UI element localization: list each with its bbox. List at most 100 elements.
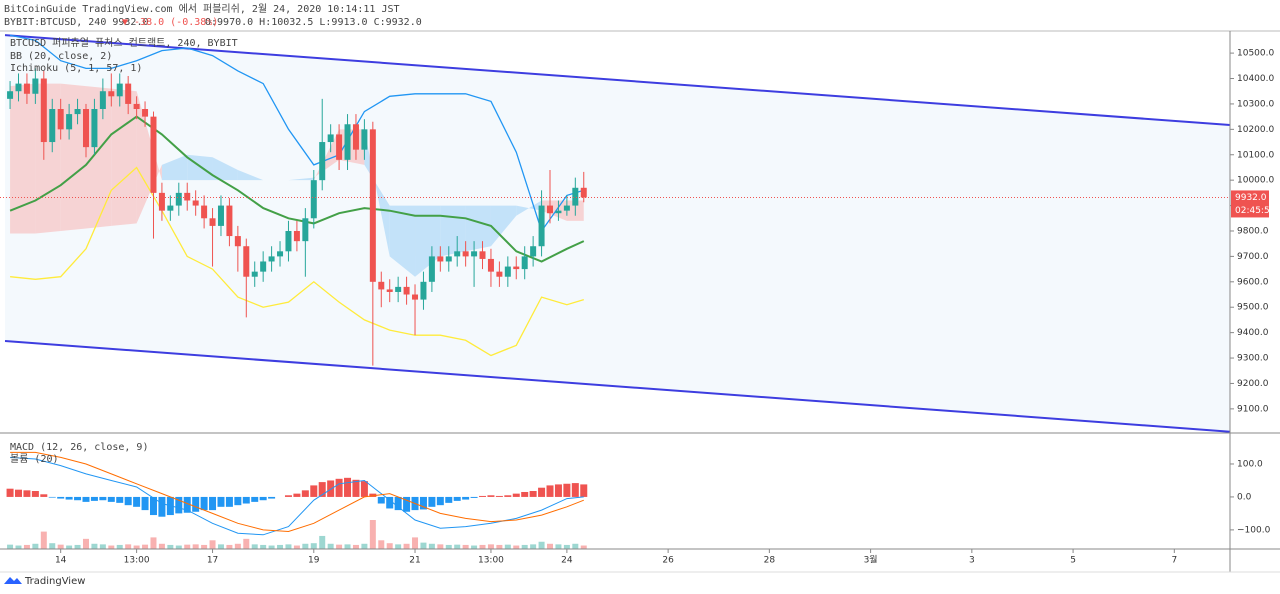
x-tick-label: 3 [969, 556, 975, 566]
volume-bar [572, 543, 579, 549]
volume-bar [175, 545, 182, 549]
candle-body [285, 230, 292, 252]
macd-histogram-bar [428, 496, 436, 507]
volume-bar [378, 540, 385, 549]
cloud-segment [237, 169, 264, 181]
macd-histogram-bar [521, 491, 529, 497]
macd-histogram-bar [479, 495, 487, 497]
volume-bar [352, 544, 359, 549]
candle-body [209, 218, 216, 226]
candle-body [234, 236, 241, 247]
macd-histogram-bar [344, 477, 352, 497]
volume-bar [547, 543, 554, 549]
x-tick-label: 7 [1171, 556, 1177, 566]
macd-histogram-bar [360, 481, 368, 497]
last-price-label: 9932.0 [1235, 193, 1267, 203]
volume-bar [209, 540, 216, 549]
macd-histogram-bar [65, 496, 73, 500]
volume-bar [268, 545, 275, 549]
volume-bar [108, 545, 115, 549]
cloud-segment [35, 83, 61, 234]
published-line: BitCoinGuide TradingView.com 에서 퍼블리쉬, 2월… [4, 3, 400, 15]
macd-histogram-bar [133, 496, 141, 507]
candle-body [530, 246, 537, 257]
volume-bar [32, 543, 39, 549]
x-tick-label: 13:00 [124, 556, 150, 566]
x-tick-label: 21 [409, 556, 420, 566]
candle-body [361, 129, 368, 150]
volume-bar [125, 544, 132, 549]
volume-bar [116, 544, 123, 549]
candle-body [471, 251, 478, 257]
macd-histogram-bar [462, 496, 470, 500]
volume-bar [462, 544, 469, 549]
y-tick-label: 9200.0 [1237, 379, 1269, 389]
volume-bar [428, 543, 435, 549]
candle-body [521, 256, 528, 270]
macd-histogram-bar [259, 496, 267, 501]
volume-bar [40, 531, 47, 549]
volume-bar [412, 537, 419, 549]
volume-bar [386, 543, 393, 549]
volume-bar [513, 545, 520, 549]
legend: Ichimoku (5, 1, 57, 1) [10, 63, 142, 74]
volume-bar [260, 544, 267, 549]
volume-bar [57, 544, 64, 549]
bb-upper [9, 34, 584, 233]
y-tick-label: 9600.0 [1237, 277, 1269, 287]
volume-bar [99, 544, 106, 549]
macd-histogram-bar [352, 479, 360, 497]
volume-bar [133, 545, 140, 549]
candle-body [40, 78, 47, 143]
macd-histogram-bar [318, 482, 326, 497]
macd-histogram-bar [31, 491, 39, 497]
volume-bar [496, 544, 503, 549]
candle-body [116, 83, 123, 97]
volume-bar [243, 538, 250, 549]
macd-histogram-bar [394, 496, 402, 511]
macd-histogram-bar [217, 496, 225, 507]
candle-body [496, 271, 503, 277]
y-tick-label: 9100.0 [1237, 404, 1269, 414]
macd-histogram-bar [445, 496, 453, 503]
volume-bar [530, 544, 537, 549]
cloud-segment [212, 157, 238, 181]
candle-body [260, 261, 267, 272]
macd-histogram-bar [225, 496, 233, 507]
macd-histogram-bar [141, 496, 149, 511]
y-tick-label: −100.0 [1237, 525, 1271, 535]
y-tick-label: 9700.0 [1237, 252, 1269, 262]
candle-body [91, 109, 98, 148]
candle-body [437, 256, 444, 262]
cloud-segment [516, 200, 542, 216]
macd-histogram-bar [107, 496, 115, 502]
legend: MACD (12, 26, close, 9) [10, 442, 148, 453]
logo [4, 577, 22, 584]
candle-body [395, 286, 402, 292]
volume-bar [344, 544, 351, 549]
macd-histogram-bar [6, 488, 14, 497]
candle-body [386, 289, 393, 292]
cloud-segment [389, 205, 416, 277]
volume-bar [580, 545, 587, 549]
macd-histogram-bar [293, 493, 301, 497]
candle-body [167, 205, 174, 211]
last-price-box [1231, 190, 1269, 218]
brand: TradingView [24, 576, 85, 587]
volume-bar [479, 544, 486, 549]
candle-body [479, 251, 486, 259]
volume-bar [563, 544, 570, 549]
macd-histogram-bar [74, 496, 82, 501]
signal-line [10, 451, 584, 533]
volume-bar [420, 542, 427, 549]
candle-body [175, 192, 182, 206]
macd-histogram-bar [284, 495, 292, 497]
macd-histogram-bar [192, 496, 200, 512]
candle-body [428, 256, 435, 282]
candle-body [445, 256, 452, 262]
volume-bar [504, 544, 511, 549]
y-tick-label: 10000.0 [1237, 176, 1274, 186]
candle-body [32, 78, 39, 94]
volume-bar [15, 545, 22, 549]
macd-histogram-bar [40, 494, 48, 497]
